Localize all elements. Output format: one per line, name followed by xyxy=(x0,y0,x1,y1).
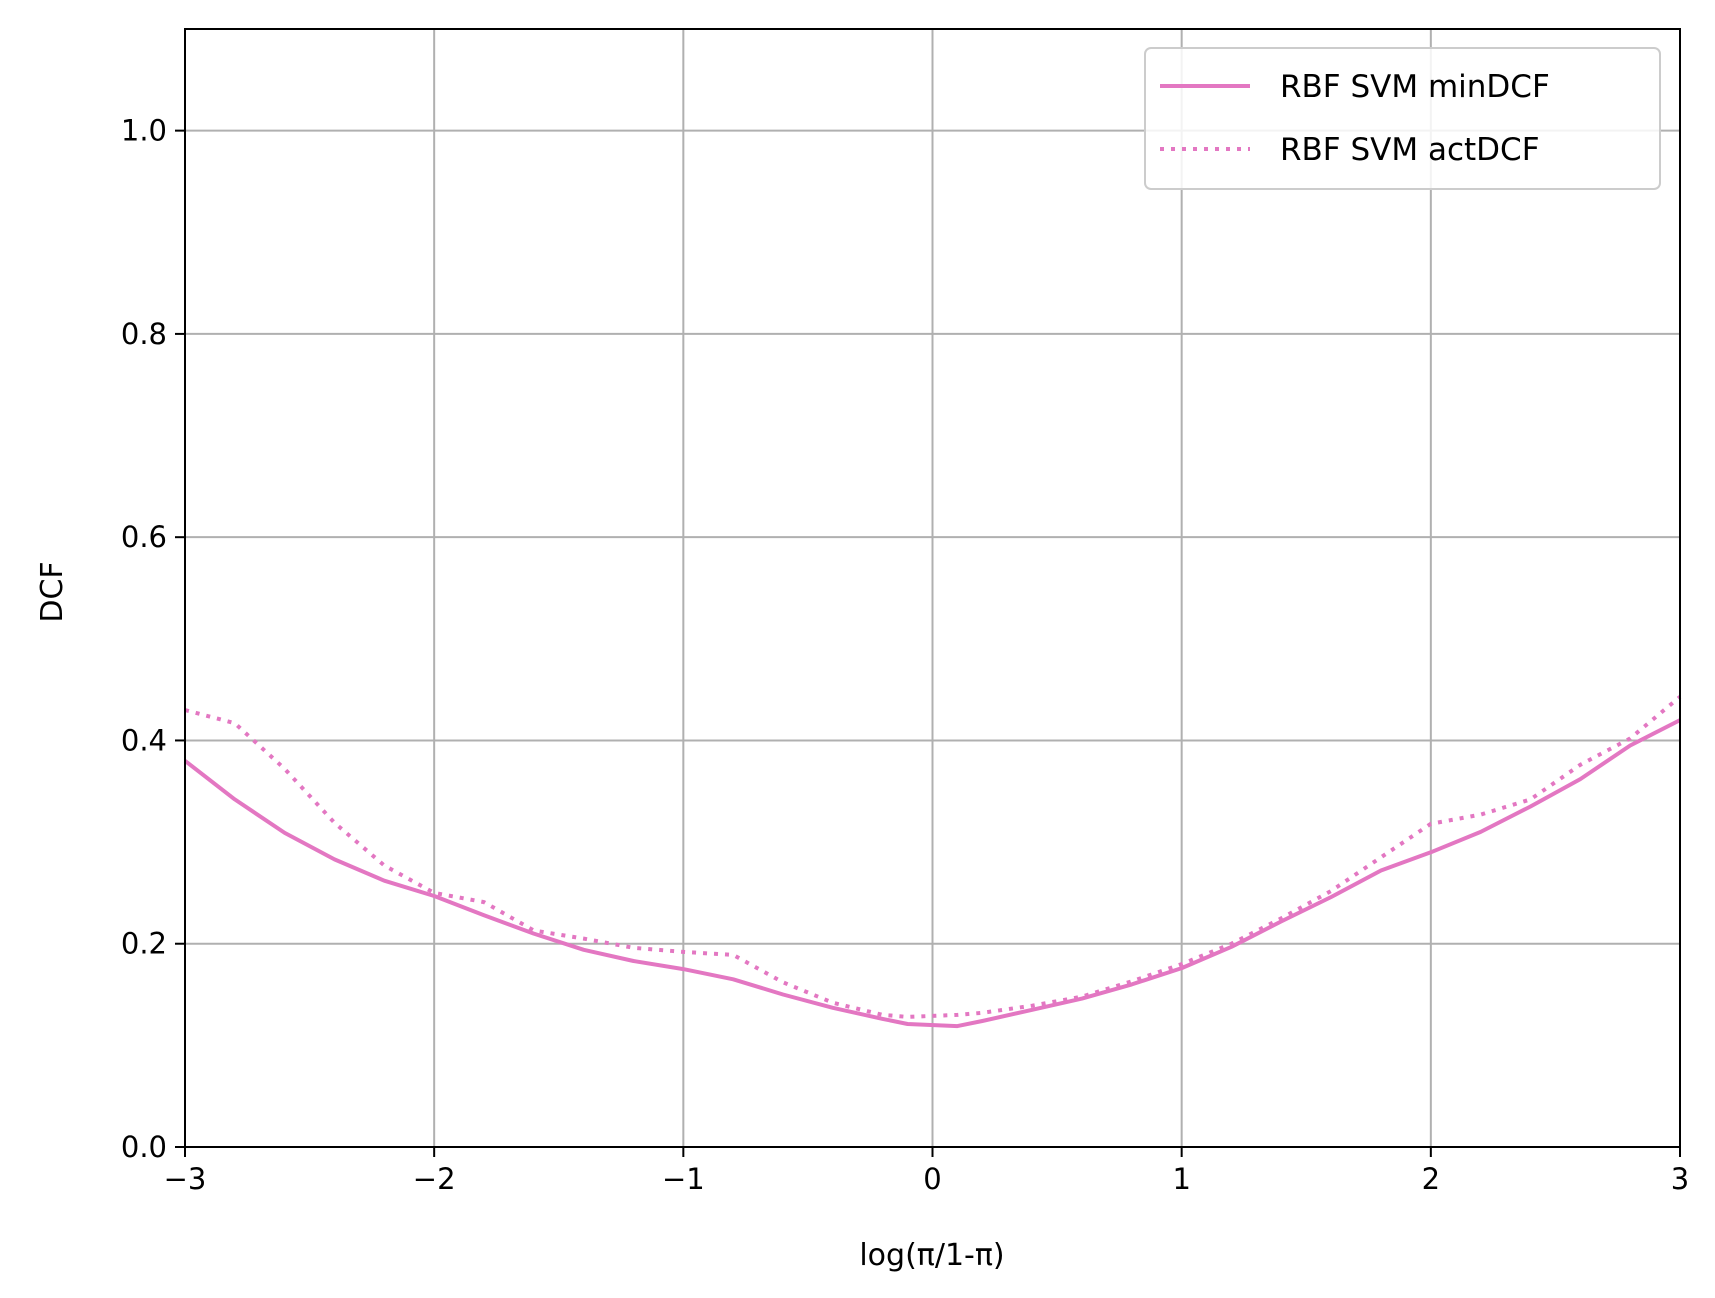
y-tick-label: 0.8 xyxy=(121,317,167,351)
y-tick-label: 0.4 xyxy=(121,723,167,757)
series-lines xyxy=(183,695,1682,1029)
y-axis-label: DCF xyxy=(35,561,70,622)
legend: RBF SVM minDCF RBF SVM actDCF xyxy=(1144,47,1661,190)
x-tick-label: 2 xyxy=(1422,1162,1440,1196)
x-tick-label: −1 xyxy=(662,1162,705,1196)
x-tick-label: −3 xyxy=(164,1162,207,1196)
x-axis-label: log(π/1-π) xyxy=(859,1238,1004,1273)
series-line-actdcf xyxy=(184,695,1682,1019)
y-tick-label: 0.2 xyxy=(121,927,167,961)
y-tick-label: 1.0 xyxy=(121,114,167,148)
y-tick-label: 0.0 xyxy=(121,1130,167,1164)
legend-label-mindcf: RBF SVM minDCF xyxy=(1280,69,1550,105)
x-tick-label: 1 xyxy=(1172,1162,1190,1196)
legend-box xyxy=(1144,47,1661,190)
x-tick-label: 3 xyxy=(1671,1162,1689,1196)
legend-label-actdcf: RBF SVM actDCF xyxy=(1280,132,1540,168)
x-axis-ticks: −3 −2 −1 0 1 2 3 xyxy=(164,1147,1689,1196)
y-axis-ticks: 0.0 0.2 0.4 0.6 0.8 1.0 xyxy=(121,114,185,1164)
x-tick-label: −2 xyxy=(413,1162,456,1196)
series-line-mindcf xyxy=(183,718,1681,1029)
y-tick-label: 0.6 xyxy=(121,520,167,554)
x-tick-label: 0 xyxy=(923,1162,941,1196)
